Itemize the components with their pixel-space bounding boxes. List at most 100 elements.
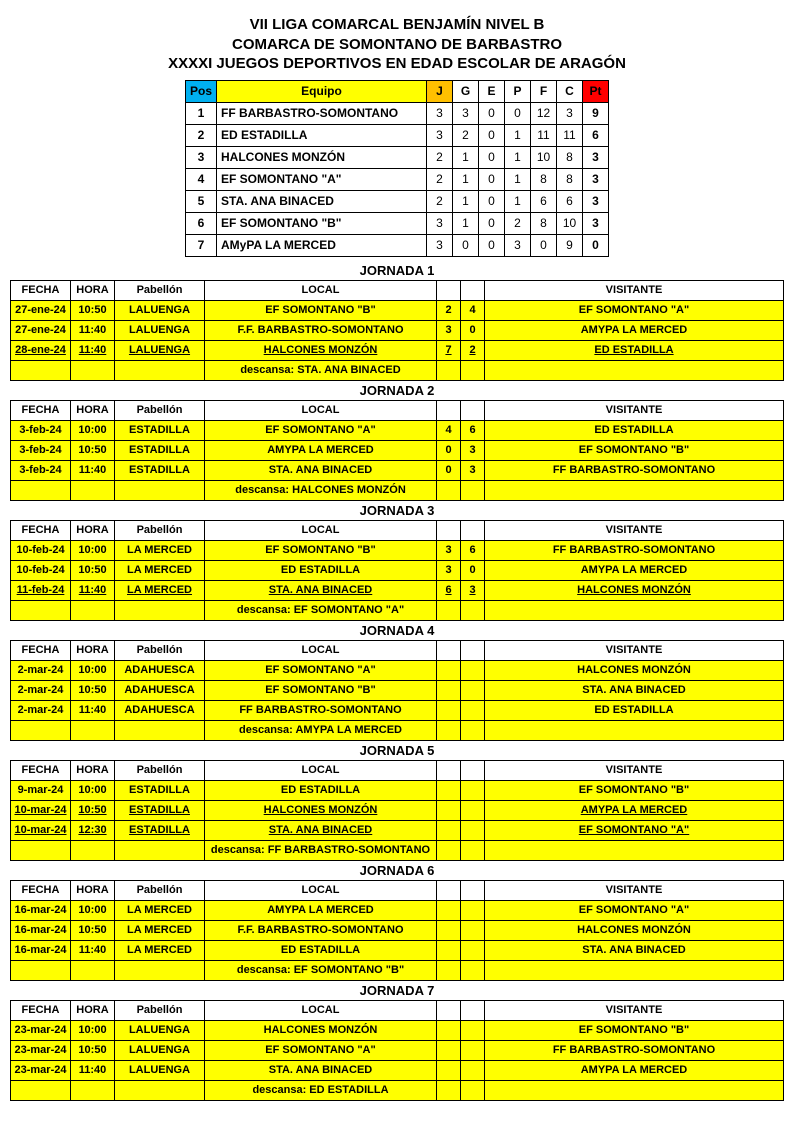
header-f: F — [531, 80, 557, 102]
standings-g: 3 — [453, 102, 479, 124]
match-score2 — [461, 700, 485, 720]
match-local: EF SOMONTANO "B" — [205, 300, 437, 320]
header-pabellon: Pabellón — [115, 760, 205, 780]
sched-header-row: FECHAHORAPabellónLOCALVISITANTE — [11, 640, 784, 660]
rest-text: descansa: EF SOMONTANO "A" — [205, 600, 437, 620]
match-local: EF SOMONTANO "B" — [205, 540, 437, 560]
match-local: F.F. BARBASTRO-SOMONTANO — [205, 920, 437, 940]
match-visitante: HALCONES MONZÓN — [485, 580, 784, 600]
rest-text: descansa: HALCONES MONZÓN — [205, 480, 437, 500]
match-pabellon: LA MERCED — [115, 580, 205, 600]
match-visitante: AMYPA LA MERCED — [485, 320, 784, 340]
header-visitante: VISITANTE — [485, 760, 784, 780]
rest-blank — [11, 360, 71, 380]
rest-blank — [485, 960, 784, 980]
match-visitante: EF SOMONTANO "A" — [485, 900, 784, 920]
standings-row: 7AMyPA LA MERCED3003090 — [185, 234, 608, 256]
match-hora: 10:00 — [71, 660, 115, 680]
standings-c: 8 — [557, 168, 583, 190]
header-e: E — [479, 80, 505, 102]
rest-text: descansa: ED ESTADILLA — [205, 1080, 437, 1100]
rest-blank — [71, 600, 115, 620]
match-row: 10-feb-2410:50LA MERCEDED ESTADILLA30AMY… — [11, 560, 784, 580]
match-score2: 4 — [461, 300, 485, 320]
match-fecha: 27-ene-24 — [11, 300, 71, 320]
standings-pt: 3 — [583, 212, 609, 234]
header-visitante: VISITANTE — [485, 280, 784, 300]
rest-blank — [461, 840, 485, 860]
match-pabellon: LALUENGA — [115, 320, 205, 340]
match-hora: 10:00 — [71, 1020, 115, 1040]
match-fecha: 28-ene-24 — [11, 340, 71, 360]
match-score2: 2 — [461, 340, 485, 360]
match-hora: 10:50 — [71, 300, 115, 320]
match-pabellon: ESTADILLA — [115, 800, 205, 820]
standings-j: 3 — [427, 102, 453, 124]
standings-row: 3HALCONES MONZÓN21011083 — [185, 146, 608, 168]
match-hora: 10:50 — [71, 1040, 115, 1060]
match-hora: 11:40 — [71, 580, 115, 600]
header-local: LOCAL — [205, 280, 437, 300]
match-pabellon: LALUENGA — [115, 340, 205, 360]
match-row: 27-ene-2411:40LALUENGAF.F. BARBASTRO-SOM… — [11, 320, 784, 340]
header-j: J — [427, 80, 453, 102]
header-pt: Pt — [583, 80, 609, 102]
standings-pt: 3 — [583, 168, 609, 190]
standings-pt: 3 — [583, 190, 609, 212]
jornada-table: FECHAHORAPabellónLOCALVISITANTE2-mar-241… — [10, 640, 784, 741]
header-pabellon: Pabellón — [115, 520, 205, 540]
match-hora: 11:40 — [71, 940, 115, 960]
match-score1 — [437, 820, 461, 840]
match-visitante: AMYPA LA MERCED — [485, 560, 784, 580]
standings-e: 0 — [479, 124, 505, 146]
standings-p: 1 — [505, 146, 531, 168]
match-score1 — [437, 780, 461, 800]
match-row: 16-mar-2411:40LA MERCEDED ESTADILLASTA. … — [11, 940, 784, 960]
match-hora: 10:00 — [71, 420, 115, 440]
rest-text: descansa: FF BARBASTRO-SOMONTANO — [205, 840, 437, 860]
standings-c: 10 — [557, 212, 583, 234]
match-score2 — [461, 1020, 485, 1040]
match-fecha: 10-mar-24 — [11, 800, 71, 820]
jornada-title: JORNADA 3 — [10, 503, 784, 518]
match-visitante: EF SOMONTANO "A" — [485, 300, 784, 320]
rest-blank — [437, 1080, 461, 1100]
standings-e: 0 — [479, 190, 505, 212]
sched-header-row: FECHAHORAPabellónLOCALVISITANTE — [11, 280, 784, 300]
match-local: STA. ANA BINACED — [205, 1060, 437, 1080]
standings-g: 1 — [453, 168, 479, 190]
standings-g: 0 — [453, 234, 479, 256]
sched-header-row: FECHAHORAPabellónLOCALVISITANTE — [11, 760, 784, 780]
match-score2 — [461, 800, 485, 820]
rest-row: descansa: EF SOMONTANO "A" — [11, 600, 784, 620]
header-pabellon: Pabellón — [115, 880, 205, 900]
rest-row: descansa: FF BARBASTRO-SOMONTANO — [11, 840, 784, 860]
match-pabellon: ADAHUESCA — [115, 700, 205, 720]
standings-team: ED ESTADILLA — [217, 124, 427, 146]
header-local: LOCAL — [205, 640, 437, 660]
match-score1 — [437, 940, 461, 960]
match-pabellon: LALUENGA — [115, 1040, 205, 1060]
match-local: HALCONES MONZÓN — [205, 800, 437, 820]
match-local: STA. ANA BINACED — [205, 580, 437, 600]
header-pabellon: Pabellón — [115, 400, 205, 420]
jornada-title: JORNADA 7 — [10, 983, 784, 998]
rest-blank — [11, 840, 71, 860]
rest-blank — [71, 960, 115, 980]
match-score2: 0 — [461, 320, 485, 340]
match-score1: 6 — [437, 580, 461, 600]
jornada-title: JORNADA 6 — [10, 863, 784, 878]
header-score1 — [437, 880, 461, 900]
standings-e: 0 — [479, 234, 505, 256]
match-score1 — [437, 1060, 461, 1080]
match-local: ED ESTADILLA — [205, 780, 437, 800]
header-pabellon: Pabellón — [115, 1000, 205, 1020]
rest-blank — [461, 480, 485, 500]
match-score1: 2 — [437, 300, 461, 320]
match-score1 — [437, 680, 461, 700]
page-titles: VII LIGA COMARCAL BENJAMÍN NIVEL B COMAR… — [10, 15, 784, 74]
standings-team: HALCONES MONZÓN — [217, 146, 427, 168]
header-hora: HORA — [71, 760, 115, 780]
header-score2 — [461, 280, 485, 300]
match-pabellon: LALUENGA — [115, 1020, 205, 1040]
